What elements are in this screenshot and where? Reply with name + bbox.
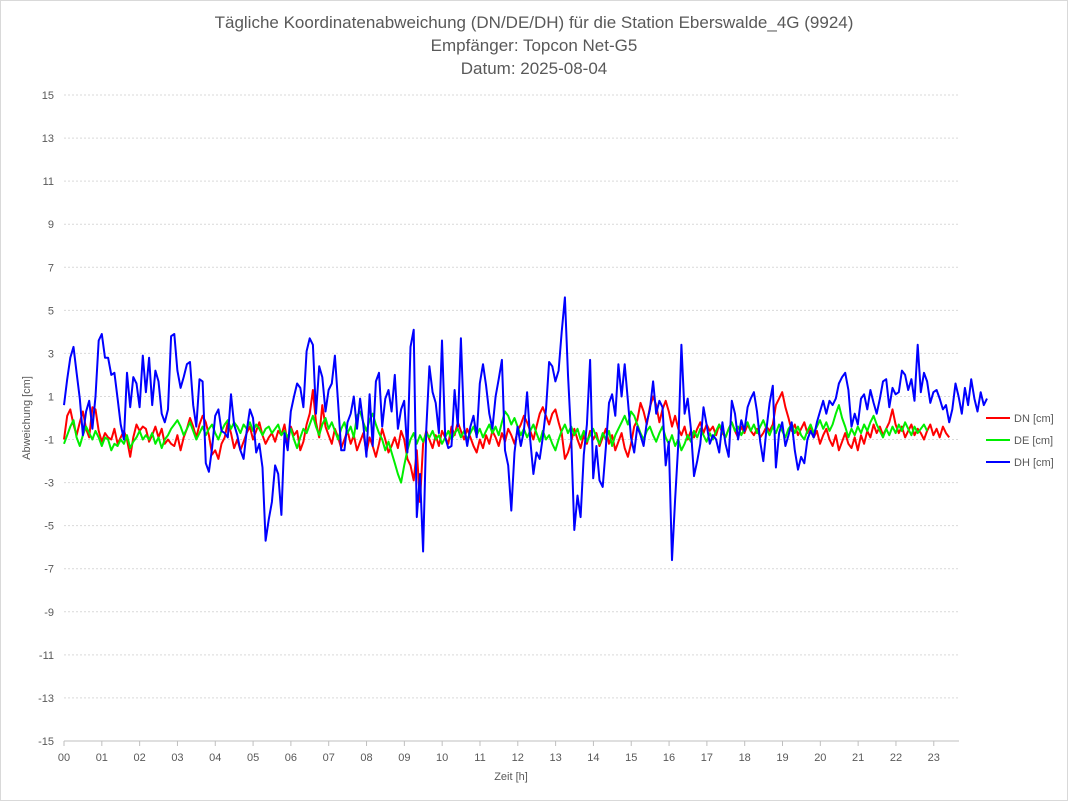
y-tick-label: 13	[42, 133, 54, 145]
x-axis-title: Zeit [h]	[494, 771, 528, 783]
y-tick-label: -3	[44, 478, 54, 490]
x-tick-label: 18	[739, 752, 751, 764]
y-tick-label: 9	[48, 219, 54, 231]
x-tick-label: 12	[512, 752, 524, 764]
x-tick-label: 02	[134, 752, 146, 764]
chart-subtitle-receiver: Empfänger: Topcon Net-G5	[430, 36, 638, 55]
x-tick-label: 23	[928, 752, 940, 764]
series-line-1	[63, 404, 928, 484]
x-tick-label: 22	[890, 752, 902, 764]
x-tick-label: 01	[96, 752, 108, 764]
y-tick-label: -11	[39, 650, 54, 662]
y-tick-label: 5	[48, 305, 54, 317]
y-tick-label: 7	[48, 262, 54, 274]
x-tick-label: 11	[474, 752, 485, 764]
x-tick-label: 03	[171, 752, 183, 764]
x-tick-label: 17	[701, 752, 713, 764]
y-tick-labels: 15 13 11 9 7 5 3 1 -1 -3 -5 -7 -9 -11 -13 -15	[38, 90, 54, 748]
x-tick-label: 16	[663, 752, 675, 764]
x-tick-label: 15	[625, 752, 637, 764]
chart-title: Tägliche Koordinatenabweichung (DN/DE/DH…	[214, 13, 854, 32]
grid-layer	[63, 94, 959, 746]
y-tick-label: -5	[44, 521, 54, 533]
x-tick-labels: 00 01 02 03 04 05 06 07 08 09 10 11 12 13 14 15 16 17 18 19…	[58, 752, 940, 764]
x-tick-label: 21	[852, 752, 864, 764]
x-tick-label: 13	[549, 752, 561, 764]
y-tick-label: -7	[44, 564, 54, 576]
legend-label-1: DE [cm]	[1014, 435, 1053, 447]
x-tick-label: 00	[58, 752, 70, 764]
series-layer	[63, 296, 988, 562]
x-tick-label: 06	[285, 752, 297, 764]
series-line-2	[63, 296, 988, 562]
x-tick-label: 14	[587, 752, 599, 764]
x-tick-label: 10	[436, 752, 448, 764]
x-tick-label: 07	[323, 752, 335, 764]
y-axis-title: Abweichung [cm]	[21, 376, 33, 460]
y-tick-label: -1	[44, 435, 54, 447]
x-tick-label: 09	[398, 752, 410, 764]
x-tick-label: 08	[360, 752, 372, 764]
legend-label-2: DH [cm]	[1014, 457, 1054, 469]
legend: DN [cm] DE [cm] DH [cm]	[986, 413, 1054, 469]
y-tick-label: -13	[38, 693, 54, 705]
y-tick-label: 1	[48, 391, 54, 403]
y-tick-label: -9	[44, 607, 54, 619]
y-tick-label: 11	[43, 176, 54, 188]
x-tick-label: 20	[814, 752, 826, 764]
legend-label-0: DN [cm]	[1014, 413, 1054, 425]
chart-subtitle-date: Datum: 2025-08-04	[460, 59, 608, 78]
y-tick-label: -15	[38, 736, 54, 748]
x-tick-label: 04	[209, 752, 221, 764]
y-tick-label: 15	[42, 90, 54, 102]
y-tick-label: 3	[48, 348, 54, 360]
x-tick-label: 05	[247, 752, 259, 764]
x-tick-label: 19	[776, 752, 788, 764]
